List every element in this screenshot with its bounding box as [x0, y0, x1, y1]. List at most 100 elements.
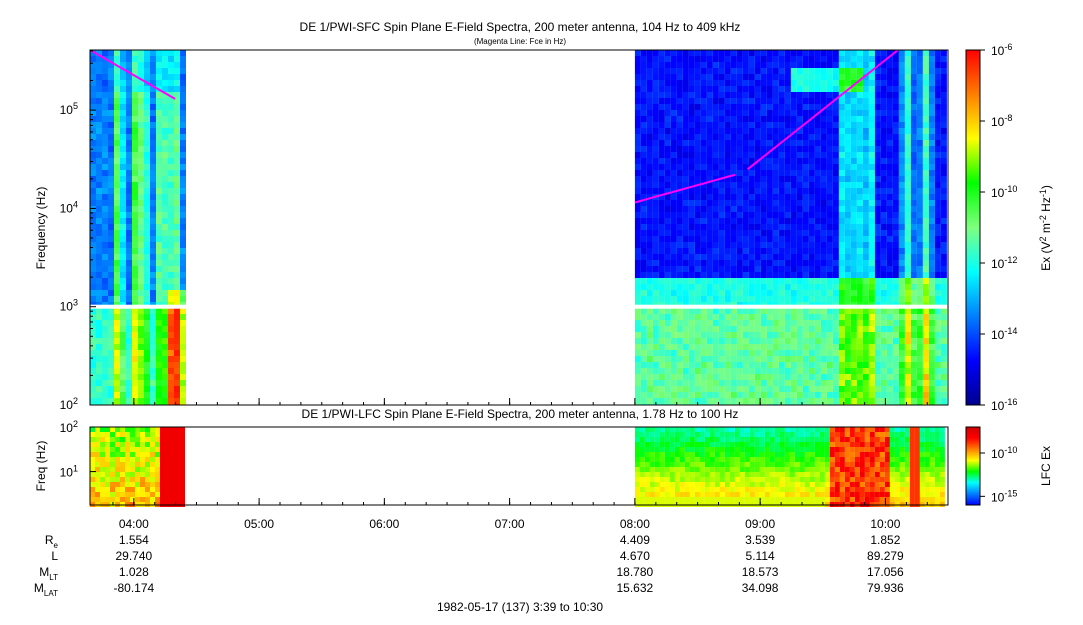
- sfc-heat-cell: [839, 104, 845, 110]
- lfc-heat-cell: [675, 452, 680, 457]
- sfc-heat-cell: [683, 326, 689, 332]
- sfc-heat-cell: [923, 368, 929, 374]
- sfc-heat-cell: [713, 392, 719, 398]
- sfc-heat-cell: [839, 320, 845, 326]
- lfc-heat-cell: [765, 462, 770, 467]
- sfc-heat-cell: [96, 260, 102, 266]
- sfc-heat-cell: [761, 68, 767, 74]
- sfc-heat-cell: [635, 338, 641, 344]
- sfc-heat-cell: [887, 206, 893, 212]
- sfc-heat-cell: [863, 398, 869, 404]
- lfc-heat-cell: [135, 482, 140, 487]
- sfc-heat-cell: [635, 50, 641, 56]
- sfc-heat-cell: [833, 230, 839, 236]
- sfc-heat-cell: [887, 68, 893, 74]
- sfc-heat-cell: [899, 200, 905, 206]
- sfc-heat-cell: [851, 380, 857, 386]
- sfc-heat-cell: [911, 80, 917, 86]
- sfc-heat-cell: [875, 116, 881, 122]
- sfc-heat-cell: [138, 68, 144, 74]
- sfc-heat-cell: [180, 68, 186, 74]
- sfc-heat-cell: [641, 74, 647, 80]
- sfc-heat-cell: [929, 392, 935, 398]
- lfc-heat-cell: [175, 492, 180, 497]
- sfc-heat-cell: [677, 122, 683, 128]
- sfc-heat-cell: [773, 314, 779, 320]
- sfc-heat-cell: [941, 272, 947, 278]
- sfc-heat-cell: [138, 326, 144, 332]
- lfc-heat-cell: [170, 492, 175, 497]
- lfc-heat-cell: [740, 482, 745, 487]
- sfc-heat-cell: [707, 158, 713, 164]
- lfc-heat-cell: [785, 467, 790, 472]
- sfc-heat-cell: [785, 224, 791, 230]
- sfc-heat-cell: [701, 158, 707, 164]
- sfc-heat-cell: [881, 248, 887, 254]
- sfc-heat-cell: [863, 230, 869, 236]
- sfc-heat-cell: [180, 398, 186, 404]
- sfc-heat-cell: [857, 230, 863, 236]
- sfc-heat-cell: [755, 188, 761, 194]
- lfc-heat-cell: [645, 472, 650, 477]
- sfc-heat-cell: [635, 392, 641, 398]
- sfc-heat-cell: [893, 230, 899, 236]
- lfc-heat-cell: [780, 432, 785, 437]
- sfc-heat-cell: [725, 284, 731, 290]
- lfc-heat-cell: [795, 437, 800, 442]
- sfc-heat-cell: [174, 350, 180, 356]
- lfc-heat-cell: [640, 462, 645, 467]
- lfc-heat-cell: [135, 492, 140, 497]
- sfc-heat-cell: [905, 242, 911, 248]
- sfc-heat-cell: [791, 146, 797, 152]
- sfc-heat-cell: [893, 278, 899, 284]
- sfc-heat-cell: [126, 242, 132, 248]
- sfc-heat-cell: [180, 248, 186, 254]
- sfc-heat-cell: [174, 194, 180, 200]
- sfc-heat-cell: [126, 92, 132, 98]
- lfc-heat-cell: [665, 482, 670, 487]
- sfc-heat-cell: [845, 362, 851, 368]
- lfc-heat-cell: [750, 437, 755, 442]
- sfc-heat-cell: [881, 152, 887, 158]
- sfc-heat-cell: [869, 62, 875, 68]
- sfc-heat-cell: [803, 68, 809, 74]
- sfc-heat-cell: [899, 308, 905, 314]
- sfc-heat-cell: [114, 200, 120, 206]
- sfc-heat-cell: [156, 92, 162, 98]
- sfc-heat-cell: [761, 110, 767, 116]
- sfc-heat-cell: [671, 128, 677, 134]
- sfc-heat-cell: [132, 230, 138, 236]
- lfc-heat-cell: [790, 497, 795, 502]
- sfc-heat-cell: [797, 230, 803, 236]
- sfc-heat-cell: [761, 116, 767, 122]
- sfc-heat-cell: [851, 278, 857, 284]
- lfc-heat-cell: [100, 492, 105, 497]
- lfc-heat-cell: [745, 472, 750, 477]
- sfc-heat-cell: [156, 308, 162, 314]
- sfc-heat-cell: [96, 200, 102, 206]
- sfc-heat-cell: [797, 188, 803, 194]
- sfc-heat-cell: [665, 368, 671, 374]
- sfc-heat-cell: [180, 56, 186, 62]
- sfc-heat-cell: [923, 260, 929, 266]
- sfc-heat-cell: [851, 218, 857, 224]
- sfc-heat-cell: [887, 194, 893, 200]
- sfc-heat-cell: [695, 140, 701, 146]
- sfc-heat-cell: [695, 368, 701, 374]
- sfc-heat-cell: [114, 158, 120, 164]
- sfc-heat-cell: [671, 212, 677, 218]
- sfc-heat-cell: [683, 398, 689, 404]
- sfc-heat-cell: [923, 116, 929, 122]
- sfc-heat-cell: [731, 392, 737, 398]
- sfc-heat-cell: [935, 242, 941, 248]
- sfc-heat-cell: [857, 362, 863, 368]
- sfc-heat-cell: [138, 218, 144, 224]
- sfc-heat-cell: [821, 338, 827, 344]
- sfc-heat-cell: [875, 110, 881, 116]
- sfc-heat-cell: [653, 110, 659, 116]
- sfc-heat-cell: [162, 236, 168, 242]
- sfc-heat-cell: [671, 182, 677, 188]
- sfc-heat-cell: [797, 380, 803, 386]
- sfc-heat-cell: [875, 164, 881, 170]
- sfc-heat-cell: [162, 218, 168, 224]
